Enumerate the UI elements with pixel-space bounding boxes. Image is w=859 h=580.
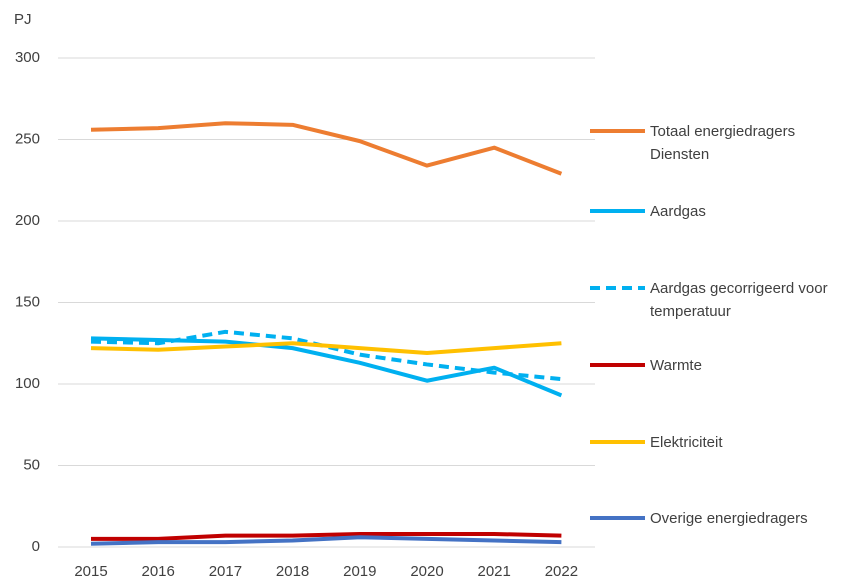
legend-label: Aardgas gecorrigeerd voor temperatuur <box>650 280 828 320</box>
x-tick-label: 2020 <box>410 563 443 580</box>
y-tick-label: 250 <box>15 130 40 147</box>
series-line <box>91 531 562 541</box>
y-axis-label: PJ <box>14 11 32 28</box>
y-tick-label: 0 <box>32 538 40 555</box>
x-tick-label: 2017 <box>209 563 242 580</box>
x-tick-label: 2018 <box>276 563 309 580</box>
x-tick-label: 2015 <box>74 563 107 580</box>
y-tick-label: 50 <box>23 456 40 473</box>
series-line <box>90 121 563 176</box>
series-line <box>90 341 562 356</box>
y-tick-label: 300 <box>15 49 40 66</box>
y-tick-label: 200 <box>15 212 40 229</box>
x-tick-label: 2016 <box>142 563 175 580</box>
y-tick-label: 150 <box>15 293 40 310</box>
x-tick-label: 2019 <box>343 563 376 580</box>
legend-label: Aardgas <box>650 203 706 220</box>
series-line <box>90 336 563 398</box>
legend-label: Warmte <box>650 357 702 374</box>
series-line <box>90 535 562 546</box>
y-tick-label: 100 <box>15 375 40 392</box>
legend-label: Elektriciteit <box>650 434 723 451</box>
x-tick-label: 2022 <box>545 563 578 580</box>
x-tick-label: 2021 <box>478 563 511 580</box>
legend-label: Totaal energiedragers Diensten <box>650 123 796 163</box>
legend-label: Overige energiedragers <box>650 510 808 527</box>
